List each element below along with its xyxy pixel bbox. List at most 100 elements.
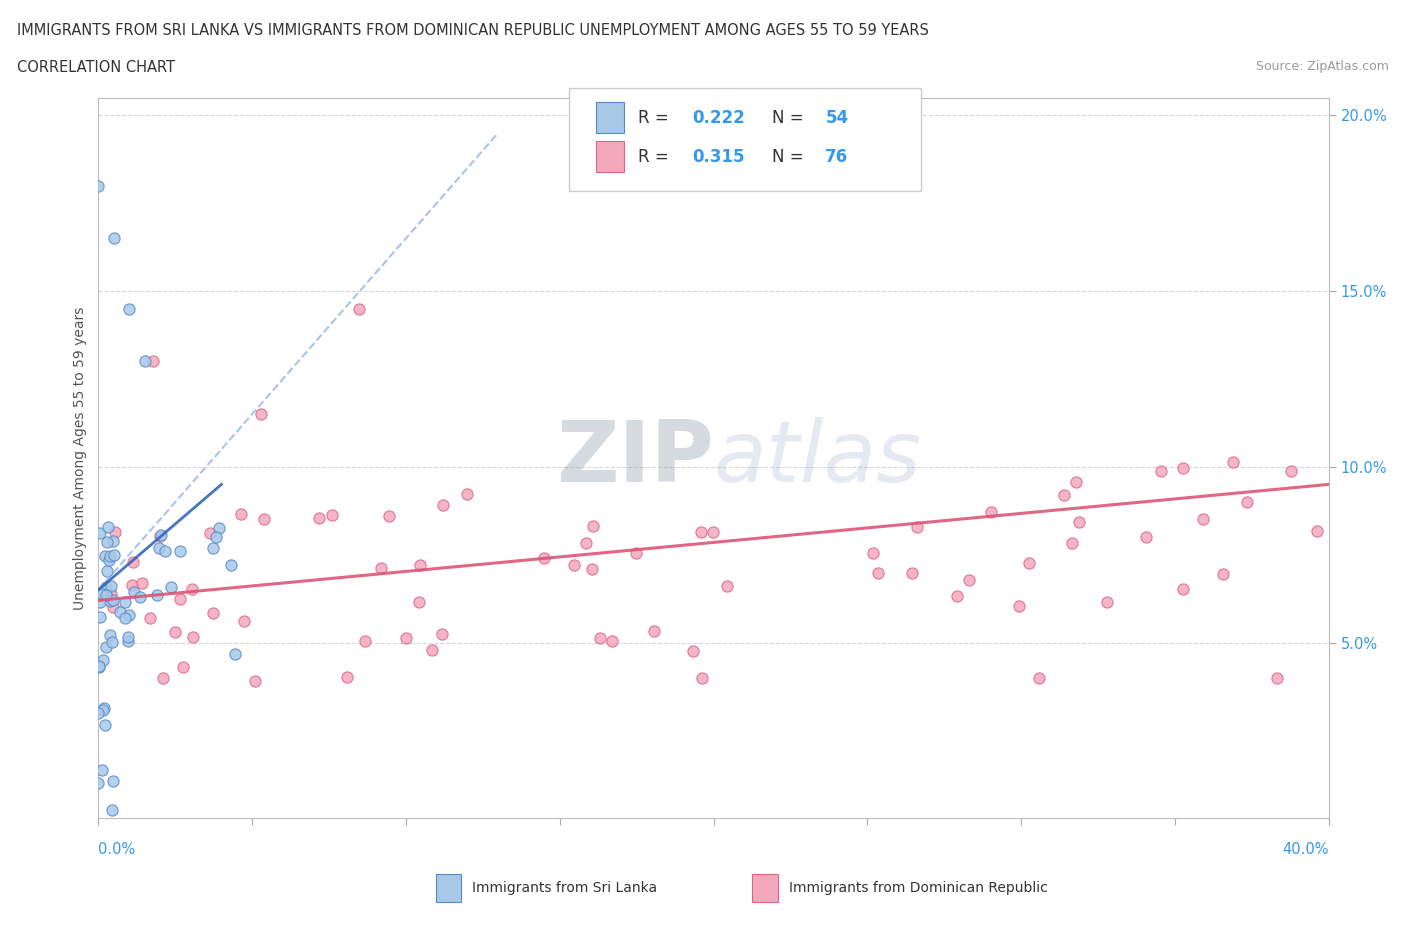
Text: R =: R = — [638, 148, 675, 166]
Point — [148, 540, 170, 555]
Point — [420, 642, 443, 657]
Point — [89, 609, 111, 624]
Point — [94, 579, 117, 594]
Point — [87, 776, 110, 790]
Point — [626, 545, 648, 560]
Point — [1192, 512, 1215, 526]
Point — [181, 581, 204, 596]
Point — [202, 605, 225, 620]
Point — [149, 529, 172, 544]
Point — [370, 561, 392, 576]
Point — [224, 647, 246, 662]
Point — [198, 526, 221, 541]
Point — [321, 507, 343, 522]
Point — [408, 594, 430, 609]
Text: 54: 54 — [825, 109, 848, 126]
Point — [1279, 463, 1302, 478]
Point — [89, 594, 111, 609]
Point — [600, 634, 623, 649]
Point — [121, 554, 143, 569]
Point — [643, 623, 665, 638]
Point — [957, 573, 980, 588]
Point — [91, 653, 114, 668]
Point — [155, 543, 177, 558]
Text: IMMIGRANTS FROM SRI LANKA VS IMMIGRANTS FROM DOMINICAN REPUBLIC UNEMPLOYMENT AMO: IMMIGRANTS FROM SRI LANKA VS IMMIGRANTS … — [17, 23, 929, 38]
Point — [160, 579, 183, 594]
Point — [394, 631, 416, 645]
Point — [131, 576, 153, 591]
Point — [1306, 524, 1329, 538]
Point — [205, 529, 228, 544]
Point — [1028, 671, 1050, 685]
Point — [1062, 536, 1084, 551]
Point — [575, 536, 598, 551]
Point — [90, 762, 112, 777]
Point — [87, 179, 110, 193]
Point — [97, 520, 120, 535]
Point — [87, 706, 110, 721]
Point — [582, 518, 605, 533]
Point — [114, 594, 136, 609]
Point — [589, 631, 612, 645]
Text: N =: N = — [772, 148, 808, 166]
Point — [134, 354, 156, 369]
Text: R =: R = — [638, 109, 675, 126]
Point — [202, 540, 225, 555]
Point — [533, 551, 555, 565]
Point — [308, 511, 330, 525]
Point — [172, 659, 194, 674]
Text: Immigrants from Dominican Republic: Immigrants from Dominican Republic — [789, 881, 1047, 896]
Point — [100, 579, 122, 594]
Point — [117, 633, 139, 648]
Point — [169, 591, 191, 606]
Text: atlas: atlas — [714, 417, 921, 499]
Text: 0.315: 0.315 — [692, 148, 744, 166]
Point — [101, 774, 124, 789]
Point — [245, 674, 267, 689]
Point — [117, 630, 139, 644]
Point — [96, 564, 118, 578]
Point — [692, 671, 714, 685]
Point — [349, 301, 371, 316]
Point — [139, 610, 162, 625]
Point — [94, 549, 117, 564]
Point — [146, 588, 169, 603]
Point — [1236, 495, 1258, 510]
Point — [98, 549, 121, 564]
Point — [165, 624, 187, 639]
Point — [142, 354, 165, 369]
Point — [1018, 556, 1040, 571]
Point — [152, 671, 174, 685]
Point — [101, 634, 124, 649]
Point — [1069, 514, 1091, 529]
Point — [97, 553, 120, 568]
Point — [1008, 599, 1031, 614]
Point — [562, 558, 585, 573]
Point — [103, 231, 125, 246]
Point — [89, 659, 111, 674]
Point — [946, 588, 969, 603]
Point — [100, 586, 122, 601]
Point — [96, 535, 118, 550]
Point — [862, 545, 884, 560]
Point — [233, 614, 256, 629]
Point — [87, 658, 110, 673]
Point — [353, 633, 375, 648]
Point — [114, 610, 136, 625]
Y-axis label: Unemployment Among Ages 55 to 59 years: Unemployment Among Ages 55 to 59 years — [73, 306, 87, 610]
Text: Immigrants from Sri Lanka: Immigrants from Sri Lanka — [472, 881, 658, 896]
Point — [149, 528, 172, 543]
Point — [1171, 460, 1194, 475]
Point — [378, 509, 401, 524]
Point — [1052, 487, 1074, 502]
Point — [336, 670, 359, 684]
Point — [219, 558, 242, 573]
Point — [108, 604, 131, 619]
Text: 0.0%: 0.0% — [98, 842, 135, 857]
Text: ZIP: ZIP — [555, 417, 714, 499]
Point — [103, 592, 125, 607]
Point — [409, 557, 432, 572]
Point — [905, 519, 928, 534]
Point — [1265, 671, 1288, 685]
Point — [128, 590, 150, 604]
